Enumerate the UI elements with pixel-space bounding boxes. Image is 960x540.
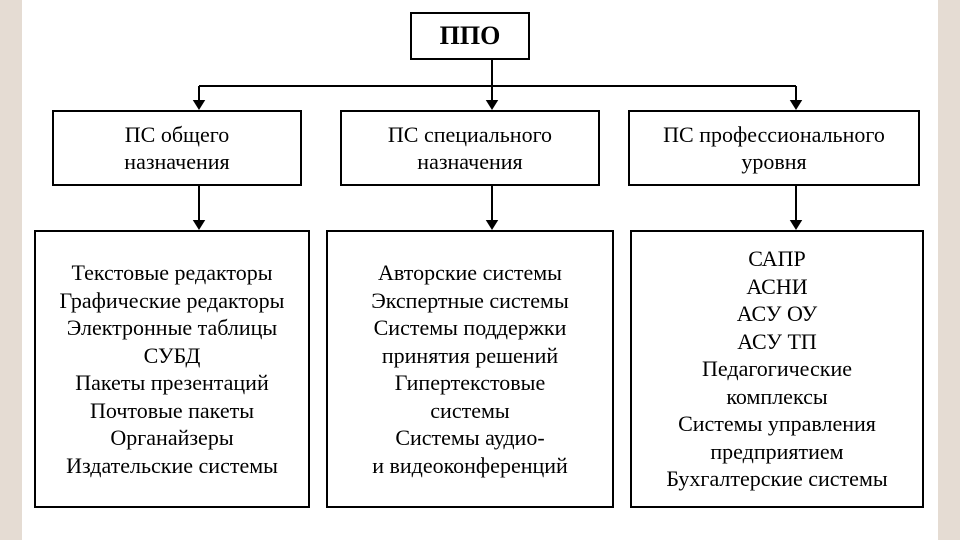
list-general-item: Текстовые редакторы xyxy=(72,259,273,287)
list-general-item: Пакеты презентаций xyxy=(75,369,268,397)
cat-general-label-line: ПС общего xyxy=(125,121,229,149)
list-professional-item: комплексы xyxy=(726,383,827,411)
list-special-item: Гипертекстовые xyxy=(395,369,545,397)
list-general-item: Издательские системы xyxy=(66,452,278,480)
cat-professional-label-line: уровня xyxy=(741,148,806,176)
list-general-item: Электронные таблицы xyxy=(67,314,277,342)
list-professional-box: САПРАСНИАСУ ОУАСУ ТППедагогическиекомпле… xyxy=(630,230,924,508)
list-professional-item: АСУ ОУ xyxy=(737,300,817,328)
cat-professional-label-line: ПС профессионального xyxy=(663,121,885,149)
list-professional-item: предприятием xyxy=(710,438,843,466)
list-special-item: Авторские системы xyxy=(378,259,562,287)
cat-special-label-line: ПС специального xyxy=(388,121,552,149)
list-professional-item: Педагогические xyxy=(702,355,852,383)
list-special-item: Системы аудио- xyxy=(395,424,544,452)
list-general-item: СУБД xyxy=(144,342,201,370)
cat-special-box: ПС специальногоназначения xyxy=(340,110,600,186)
cat-general-box: ПС общегоназначения xyxy=(52,110,302,186)
list-special-box: Авторские системыЭкспертные системыСисте… xyxy=(326,230,614,508)
root-label: ППО xyxy=(440,20,501,53)
cat-professional-box: ПС профессиональногоуровня xyxy=(628,110,920,186)
list-special-item: и видеоконференций xyxy=(372,452,568,480)
list-special-item: Экспертные системы xyxy=(371,287,569,315)
list-professional-item: САПР xyxy=(748,245,806,273)
list-professional-item: Системы управления xyxy=(678,410,876,438)
diagram-area: ППОПС общегоназначенияПС специальногоназ… xyxy=(22,0,938,540)
list-general-item: Графические редакторы xyxy=(60,287,285,315)
list-general-item: Органайзеры xyxy=(110,424,233,452)
list-professional-item: АСНИ xyxy=(746,273,807,301)
list-special-item: Системы поддержки xyxy=(374,314,567,342)
list-special-item: системы xyxy=(430,397,509,425)
list-professional-item: Бухгалтерские системы xyxy=(666,465,887,493)
root-box: ППО xyxy=(410,12,530,60)
list-professional-item: АСУ ТП xyxy=(737,328,817,356)
list-general-box: Текстовые редакторыГрафические редакторы… xyxy=(34,230,310,508)
list-general-item: Почтовые пакеты xyxy=(90,397,254,425)
list-special-item: принятия решений xyxy=(382,342,558,370)
cat-general-label-line: назначения xyxy=(124,148,229,176)
cat-special-label-line: назначения xyxy=(417,148,522,176)
